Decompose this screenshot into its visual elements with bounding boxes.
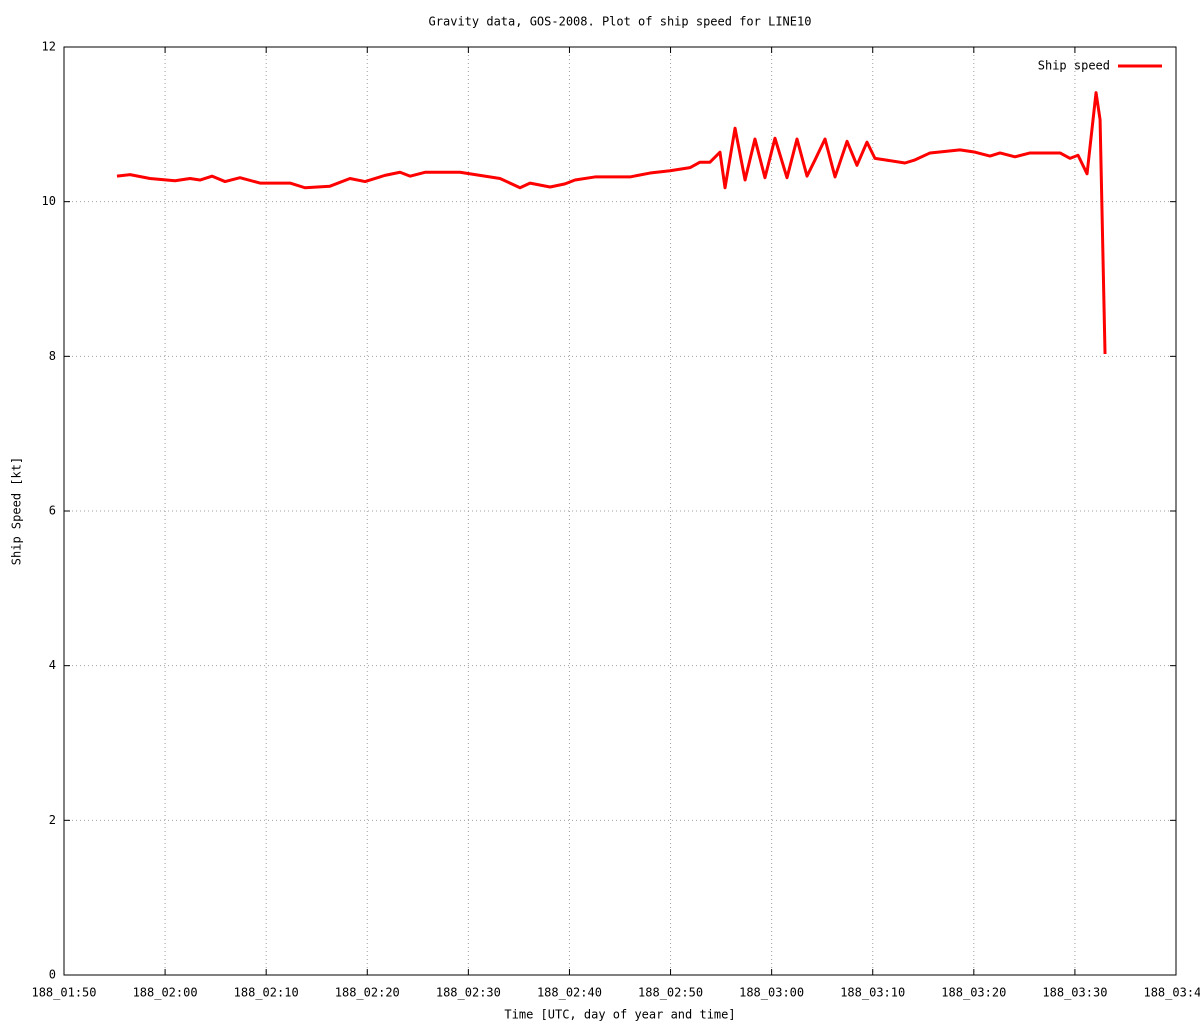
x-tick-label: 188_03:10 — [840, 986, 905, 1000]
x-tick-label: 188_02:40 — [537, 986, 602, 1000]
plot-frame — [63, 46, 1177, 976]
y-tick-label: 8 — [49, 349, 56, 363]
y-tick-label: 0 — [49, 968, 56, 982]
x-tick-label: 188_01:50 — [31, 986, 96, 1000]
y-tick-label: 2 — [49, 813, 56, 827]
y-tick-label: 10 — [42, 194, 56, 208]
legend-label: Ship speed — [1038, 59, 1110, 73]
y-tick-label: 12 — [42, 40, 56, 54]
x-tick-label: 188_03:00 — [739, 986, 804, 1000]
x-tick-label: 188_03:30 — [1042, 986, 1107, 1000]
x-tick-label: 188_02:00 — [133, 986, 198, 1000]
y-axis-label: Ship Speed [kt] — [10, 457, 24, 565]
x-tick-label: 188_03:40 — [1143, 986, 1200, 1000]
x-tick-label: 188_02:10 — [234, 986, 299, 1000]
x-tick-label: 188_02:30 — [436, 986, 501, 1000]
data-line — [116, 91, 1107, 355]
x-axis-label: Time [UTC, day of year and time] — [504, 1008, 735, 1022]
y-tick-label: 4 — [49, 658, 56, 672]
x-tick-label: 188_02:20 — [335, 986, 400, 1000]
y-tick-label: 6 — [49, 504, 56, 518]
x-tick-label: 188_02:50 — [638, 986, 703, 1000]
chart-title: Gravity data, GOS-2008. Plot of ship spe… — [429, 15, 812, 29]
x-tick-label: 188_03:20 — [941, 986, 1006, 1000]
